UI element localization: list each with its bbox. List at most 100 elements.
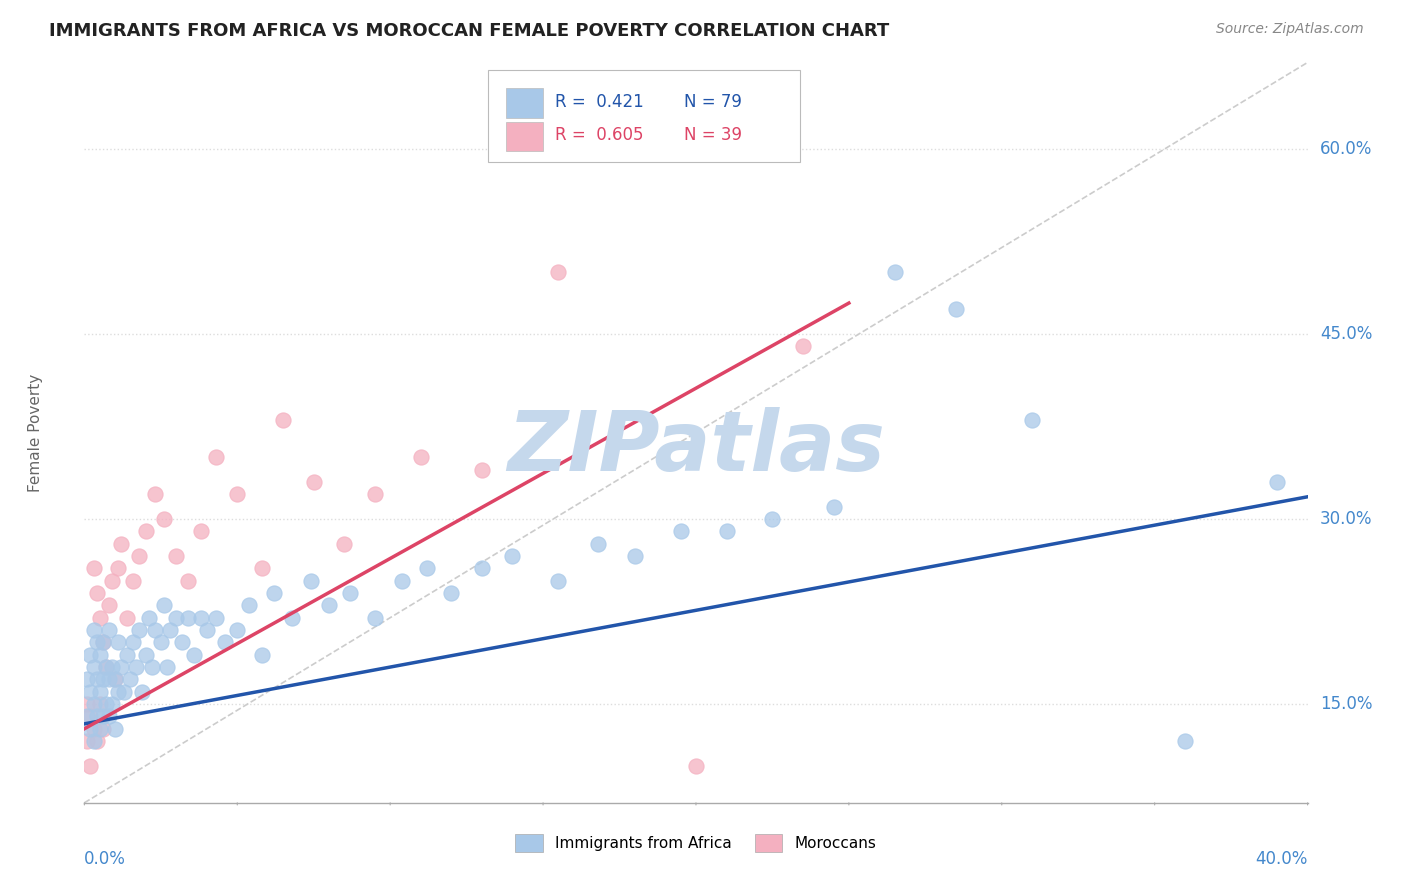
Text: R =  0.605: R = 0.605 bbox=[555, 126, 644, 144]
Point bbox=[153, 599, 176, 613]
Point bbox=[669, 524, 692, 539]
Point bbox=[107, 561, 129, 575]
Point bbox=[823, 500, 845, 514]
FancyBboxPatch shape bbox=[506, 88, 543, 118]
Point bbox=[177, 574, 200, 588]
Point bbox=[89, 697, 111, 711]
Point bbox=[107, 685, 129, 699]
Point bbox=[79, 709, 101, 723]
Text: 30.0%: 30.0% bbox=[1320, 510, 1372, 528]
Point bbox=[86, 709, 108, 723]
Point bbox=[83, 734, 105, 748]
Point bbox=[104, 722, 127, 736]
Point bbox=[89, 722, 111, 736]
Point bbox=[79, 685, 101, 699]
Point bbox=[153, 512, 176, 526]
Point bbox=[238, 599, 260, 613]
Point bbox=[205, 610, 228, 624]
Point bbox=[91, 635, 114, 649]
Point bbox=[79, 722, 101, 736]
Point bbox=[792, 339, 814, 353]
Point bbox=[945, 302, 967, 317]
Text: 40.0%: 40.0% bbox=[1256, 850, 1308, 868]
Point bbox=[83, 660, 105, 674]
Point bbox=[391, 574, 413, 588]
Point bbox=[761, 512, 783, 526]
Point bbox=[122, 574, 145, 588]
Point bbox=[471, 462, 494, 476]
Legend: Immigrants from Africa, Moroccans: Immigrants from Africa, Moroccans bbox=[509, 829, 883, 858]
Point bbox=[883, 265, 905, 279]
Point bbox=[110, 536, 132, 550]
Point bbox=[97, 673, 120, 687]
Point bbox=[115, 610, 138, 624]
Point bbox=[138, 610, 160, 624]
Point bbox=[76, 709, 98, 723]
Point bbox=[89, 648, 111, 662]
Point bbox=[190, 524, 212, 539]
Point bbox=[91, 673, 114, 687]
Point bbox=[165, 549, 187, 563]
Point bbox=[104, 673, 127, 687]
Point bbox=[333, 536, 356, 550]
Text: N = 79: N = 79 bbox=[683, 93, 741, 111]
Point bbox=[502, 549, 524, 563]
Point bbox=[104, 673, 127, 687]
Point bbox=[271, 413, 294, 427]
Point bbox=[83, 722, 105, 736]
Point bbox=[83, 623, 105, 637]
Point bbox=[159, 623, 181, 637]
Point bbox=[226, 487, 249, 501]
Point bbox=[91, 722, 114, 736]
Point bbox=[135, 524, 157, 539]
Point bbox=[183, 648, 205, 662]
Text: 0.0%: 0.0% bbox=[84, 850, 127, 868]
Point bbox=[1021, 413, 1043, 427]
Point bbox=[97, 599, 120, 613]
Point bbox=[281, 610, 304, 624]
Point bbox=[89, 685, 111, 699]
Point bbox=[339, 586, 361, 600]
Point bbox=[685, 758, 707, 772]
Point bbox=[97, 623, 120, 637]
Point bbox=[440, 586, 463, 600]
Point bbox=[122, 635, 145, 649]
Point bbox=[547, 574, 569, 588]
Point bbox=[141, 660, 163, 674]
Point bbox=[1174, 734, 1197, 748]
Point bbox=[110, 660, 132, 674]
Point bbox=[471, 561, 494, 575]
Point bbox=[86, 635, 108, 649]
Point bbox=[195, 623, 218, 637]
Text: ZIPatlas: ZIPatlas bbox=[508, 407, 884, 488]
Point bbox=[149, 635, 172, 649]
Point bbox=[364, 610, 387, 624]
Point bbox=[716, 524, 738, 539]
Text: R =  0.421: R = 0.421 bbox=[555, 93, 644, 111]
Point bbox=[83, 697, 105, 711]
Text: 15.0%: 15.0% bbox=[1320, 695, 1372, 713]
Point bbox=[214, 635, 236, 649]
Point bbox=[364, 487, 387, 501]
Point bbox=[547, 265, 569, 279]
Point bbox=[128, 623, 150, 637]
Point bbox=[86, 586, 108, 600]
Point bbox=[101, 660, 124, 674]
FancyBboxPatch shape bbox=[506, 121, 543, 152]
Point bbox=[318, 599, 340, 613]
Text: Female Poverty: Female Poverty bbox=[28, 374, 44, 491]
Point bbox=[76, 734, 98, 748]
Point bbox=[131, 685, 153, 699]
Text: 45.0%: 45.0% bbox=[1320, 325, 1372, 343]
Point bbox=[76, 697, 98, 711]
Point bbox=[302, 475, 325, 489]
Point bbox=[250, 561, 273, 575]
Point bbox=[120, 673, 142, 687]
Point bbox=[205, 450, 228, 465]
Point bbox=[263, 586, 285, 600]
Point bbox=[143, 487, 166, 501]
Text: IMMIGRANTS FROM AFRICA VS MOROCCAN FEMALE POVERTY CORRELATION CHART: IMMIGRANTS FROM AFRICA VS MOROCCAN FEMAL… bbox=[49, 22, 890, 40]
Point bbox=[79, 648, 101, 662]
Point bbox=[624, 549, 647, 563]
Point bbox=[177, 610, 200, 624]
